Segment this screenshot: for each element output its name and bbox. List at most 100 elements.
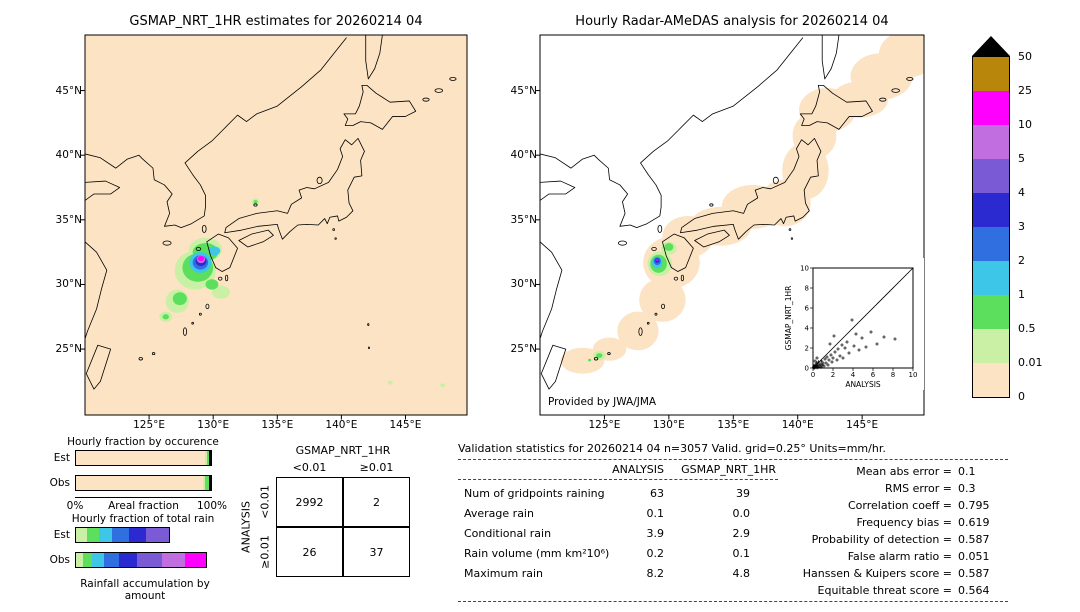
scatter-point bbox=[825, 355, 829, 359]
scatter-point-group bbox=[811, 318, 897, 370]
bar-segment bbox=[76, 451, 205, 465]
inset-y-tick-label: 10 bbox=[800, 265, 809, 273]
colorbar-tick-label: 5 bbox=[1018, 152, 1025, 165]
scatter-point bbox=[832, 334, 836, 338]
scatter-point bbox=[857, 348, 861, 352]
inset-y-tick-label: 4 bbox=[805, 325, 810, 333]
stats-value: 8.2 bbox=[646, 567, 665, 580]
stats-col-header-analysis: ANALYSIS bbox=[612, 463, 664, 476]
scatter-point bbox=[823, 357, 827, 361]
left-map-lat-label: 30°N bbox=[55, 278, 82, 291]
occurrence-axis bbox=[75, 497, 212, 498]
contingency-cell: 2992 bbox=[276, 477, 343, 527]
scatter-point bbox=[819, 365, 823, 369]
scatter-point bbox=[893, 337, 897, 341]
left-map-lon-label: 135°E bbox=[261, 419, 294, 431]
contingency-row-label-0: <0.01 bbox=[258, 485, 272, 519]
bar-segment bbox=[146, 528, 170, 542]
occurrence-obs-bar bbox=[75, 475, 212, 491]
coast-china bbox=[85, 242, 107, 339]
left-map-lat-label: 35°N bbox=[55, 213, 82, 226]
contingency-cell: 37 bbox=[343, 527, 410, 577]
coast-shikoku bbox=[239, 230, 274, 247]
scatter-point bbox=[840, 343, 844, 347]
contingency-col-label-1: ≥0.01 bbox=[359, 461, 394, 474]
inset-xlabel: ANALYSIS bbox=[845, 380, 881, 389]
colorbar-tick-label: 0 bbox=[1018, 390, 1025, 403]
totalrain-obs-label: Obs bbox=[49, 554, 70, 566]
data-credit: Provided by JWA/JMA bbox=[548, 396, 657, 408]
metric-label: Correlation coeff = bbox=[848, 499, 952, 512]
scatter-point bbox=[813, 359, 817, 363]
bar-segment bbox=[76, 553, 83, 567]
contingency-grid: 2992 2 26 37 bbox=[276, 477, 410, 577]
contingency-col-group: GSMAP_NRT_1HR bbox=[295, 444, 391, 457]
right-map-lat-label: 30°N bbox=[510, 278, 537, 291]
colorbar-segment bbox=[973, 125, 1009, 159]
colorbar-segment bbox=[973, 261, 1009, 295]
left-map-lon-label: 140°E bbox=[325, 419, 358, 431]
metric-value: 0.564 bbox=[958, 584, 990, 597]
bar-segment bbox=[202, 476, 205, 490]
contingency-row-label-1: ≥0.01 bbox=[258, 535, 272, 569]
left-map-lon-label: 125°E bbox=[133, 419, 166, 431]
bar-segment bbox=[208, 476, 211, 490]
contingency-cell: 26 bbox=[276, 527, 343, 577]
colorbar-tick-label: 0.5 bbox=[1018, 322, 1036, 335]
bar-segment bbox=[92, 553, 105, 567]
metric-label: RMS error = bbox=[885, 482, 952, 495]
left-map-lat-label: 25°N bbox=[55, 343, 82, 356]
inset-x-tick-label: 8 bbox=[891, 371, 895, 379]
stats-value: 0.1 bbox=[646, 507, 665, 520]
colorbar-segment bbox=[973, 227, 1009, 261]
metric-label: Mean abs error = bbox=[856, 465, 952, 478]
coast-kyushu bbox=[207, 234, 238, 271]
scatter-point bbox=[838, 354, 842, 358]
scatter-inset: 0 2 4 6 8 10 0 2 4 6 8 10 GSMAP_NRT_1HR ANALYSIS bbox=[778, 258, 924, 390]
contingency-cell: 2 bbox=[343, 477, 410, 527]
colorbar-tick-label: 25 bbox=[1018, 84, 1032, 97]
scatter-point bbox=[817, 364, 821, 368]
occurrence-axis-max: 100% bbox=[196, 500, 228, 512]
stats-value: 3.9 bbox=[646, 527, 665, 540]
coast-honshu bbox=[225, 138, 365, 239]
scatter-point bbox=[830, 360, 834, 364]
bar-segment bbox=[98, 528, 113, 542]
metric-label: Equitable threat score = bbox=[817, 584, 952, 597]
inset-diagonal-line bbox=[812, 267, 914, 369]
stats-value: 39 bbox=[736, 487, 750, 500]
scatter-point bbox=[819, 359, 824, 363]
bar-segment bbox=[76, 528, 87, 542]
scatter-point bbox=[831, 356, 835, 360]
left-map-lon-label: 145°E bbox=[389, 419, 422, 431]
stats-value: 0.0 bbox=[732, 507, 751, 520]
stats-row-label: Conditional rain bbox=[464, 527, 552, 540]
stats-divider-bottom bbox=[458, 601, 1008, 602]
contingency-row-group: ANALYSIS bbox=[239, 501, 253, 553]
metric-value: 0.587 bbox=[958, 533, 990, 546]
scatter-point bbox=[864, 345, 868, 349]
coast-sakhalin bbox=[366, 35, 383, 79]
scatter-point bbox=[869, 330, 873, 334]
scatter-point bbox=[829, 353, 833, 357]
right-map-lon-label: 130°E bbox=[652, 419, 685, 431]
scatter-point bbox=[821, 361, 825, 365]
colorbar-segment bbox=[973, 91, 1009, 125]
totalrain-est-bar bbox=[75, 527, 171, 543]
colorbar-segment bbox=[973, 329, 1009, 363]
colorbar-overflow-triangle bbox=[972, 36, 1010, 56]
right-map-lat-label: 45°N bbox=[510, 84, 537, 97]
bar-segment bbox=[76, 476, 203, 490]
right-map-lon-label: 125°E bbox=[588, 419, 621, 431]
metric-value: 0.1 bbox=[958, 465, 976, 478]
metric-value: 0.3 bbox=[958, 482, 976, 495]
stats-value: 4.8 bbox=[732, 567, 751, 580]
totalrain-est-label: Est bbox=[53, 529, 70, 541]
bar-segment bbox=[206, 451, 210, 465]
coast-hokkaido bbox=[344, 85, 416, 129]
bar-segment bbox=[119, 553, 137, 567]
scatter-point bbox=[828, 342, 832, 346]
coast-korea-russia bbox=[85, 38, 347, 228]
colorbar-tick-label: 1 bbox=[1018, 288, 1025, 301]
